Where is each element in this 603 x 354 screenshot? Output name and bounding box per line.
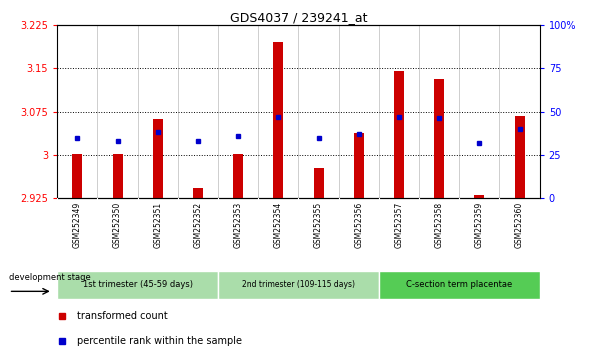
Text: GSM252352: GSM252352 (194, 202, 203, 248)
Bar (379, 271, 540, 299)
Text: C-section term placentae: C-section term placentae (406, 280, 513, 290)
Text: GSM252349: GSM252349 (73, 202, 82, 248)
Text: GSM252359: GSM252359 (475, 202, 484, 248)
Text: development stage: development stage (8, 273, 90, 281)
Text: GSM252356: GSM252356 (355, 202, 363, 248)
Bar (57, 271, 218, 299)
Text: GSM252355: GSM252355 (314, 202, 323, 248)
Text: percentile rank within the sample: percentile rank within the sample (77, 336, 242, 346)
Text: transformed count: transformed count (77, 311, 167, 321)
Text: GSM252351: GSM252351 (153, 202, 162, 248)
Text: GSM252357: GSM252357 (394, 202, 403, 248)
Bar (218, 271, 379, 299)
Bar (475, 195, 484, 198)
Text: GSM252350: GSM252350 (113, 202, 122, 248)
Bar (72, 154, 83, 198)
Text: GSM252360: GSM252360 (515, 202, 524, 248)
Bar (314, 167, 324, 198)
Bar (233, 154, 243, 198)
Bar (193, 188, 203, 198)
Bar (113, 154, 122, 198)
Text: 2nd trimester (109-115 days): 2nd trimester (109-115 days) (242, 280, 355, 290)
Bar (273, 42, 283, 198)
Text: 1st trimester (45-59 days): 1st trimester (45-59 days) (83, 280, 193, 290)
Bar (354, 133, 364, 198)
Bar (434, 79, 444, 198)
Bar (394, 71, 404, 198)
Bar (514, 115, 525, 198)
Text: GSM252353: GSM252353 (234, 202, 242, 248)
Bar (153, 119, 163, 198)
Text: GSM252354: GSM252354 (274, 202, 283, 248)
Text: GSM252358: GSM252358 (435, 202, 444, 248)
Title: GDS4037 / 239241_at: GDS4037 / 239241_at (230, 11, 367, 24)
